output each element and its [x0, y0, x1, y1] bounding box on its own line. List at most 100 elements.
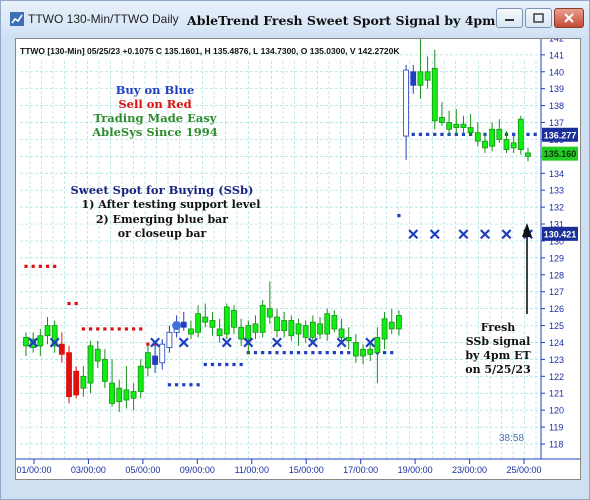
buy-stop-dot — [533, 132, 537, 136]
candle-body — [417, 71, 424, 86]
candle-body — [302, 325, 309, 338]
candle-body — [503, 139, 510, 150]
ssb-x-mark — [178, 337, 189, 348]
candle-body — [517, 118, 524, 150]
candle-body — [410, 71, 417, 86]
maximize-button[interactable] — [525, 8, 552, 28]
y-tick-label: 118 — [549, 440, 563, 450]
maximize-icon — [533, 13, 544, 23]
candle-body — [51, 325, 58, 347]
legend-sell-on-red: Sell on Red — [118, 97, 191, 111]
candle-body — [66, 352, 72, 398]
buy-stop-dot — [382, 351, 387, 355]
y-tick-label: 132 — [549, 203, 564, 213]
legend-buy-on-blue: Buy on Blue — [116, 83, 195, 97]
buy-stop-dot — [289, 351, 293, 355]
candle-body — [209, 320, 216, 328]
candle-body — [331, 315, 338, 330]
candle-body — [460, 123, 467, 128]
candle-body — [94, 348, 101, 362]
candle-body — [367, 348, 374, 355]
buy-stop-dot — [318, 351, 322, 355]
y-tick-label: 138 — [549, 101, 564, 111]
candle-body — [424, 71, 431, 81]
buy-stop-dot — [339, 351, 344, 355]
candle-body — [195, 313, 202, 333]
y-tick-label: 129 — [549, 253, 564, 263]
candlestick-chart[interactable]: 1181191201211221231241251261271281291301… — [16, 39, 580, 479]
candle-body — [496, 128, 503, 140]
x-tick-label: 05/00:00 — [125, 465, 160, 475]
y-tick-label: 123 — [549, 355, 564, 365]
legend-since: AbleSys Since 1994 — [91, 125, 217, 139]
candle-body — [87, 345, 94, 384]
y-tick-label: 141 — [549, 50, 564, 60]
buy-stop-dot — [311, 351, 315, 355]
candle-body — [525, 152, 531, 157]
y-tick-label: 125 — [549, 321, 564, 331]
candle-body — [345, 337, 352, 342]
candle-body — [109, 382, 115, 404]
candle-body — [381, 318, 388, 340]
buy-stop-dot — [512, 132, 516, 136]
ssb-x-mark — [501, 229, 512, 240]
candle-body — [374, 337, 381, 354]
x-tick-label: 19/00:00 — [398, 465, 433, 475]
sell-stop-dot — [117, 327, 121, 331]
sell-stop-dot — [24, 264, 28, 268]
candle-body — [80, 375, 87, 389]
candle-body — [439, 117, 445, 123]
ssb-x-mark — [307, 337, 318, 348]
candle-body — [231, 309, 237, 328]
ssb-x-mark — [28, 337, 39, 348]
ssb-x-mark — [272, 337, 282, 348]
plot-area[interactable]: 118 119 120 121 122 123 124 125 126 127 128 129 130 1… — [15, 38, 581, 480]
buy-stop-dot — [167, 383, 172, 387]
candle-body — [403, 69, 409, 137]
candle-body — [73, 370, 80, 396]
minimize-button[interactable] — [496, 8, 523, 28]
sell-stop-dot — [131, 327, 136, 331]
candle-body — [44, 325, 51, 337]
candle-body — [202, 316, 209, 323]
price-label: 136.277 — [544, 130, 577, 140]
buy-stop-dot — [325, 351, 329, 355]
price-label-box — [542, 127, 578, 142]
buy-stop-dot — [232, 362, 236, 367]
sell-stop-dot — [139, 327, 143, 331]
buy-stop-dot — [296, 351, 301, 355]
candle-body — [145, 352, 151, 369]
buy-stop-dot — [411, 132, 415, 136]
candle-body — [123, 389, 130, 401]
candle-body — [295, 323, 302, 335]
sell-stop-dot — [31, 264, 35, 268]
candle-body — [467, 127, 474, 134]
y-tick-label: 131 — [549, 220, 564, 230]
buy-stop-dot — [332, 351, 336, 355]
y-tick-label: 127 — [549, 287, 564, 297]
close-icon — [564, 13, 574, 23]
candle-body — [474, 132, 481, 142]
candle-body — [188, 328, 194, 335]
buy-stop-dot — [253, 351, 258, 355]
y-tick-label: 133 — [549, 186, 564, 196]
ssb-x-mark — [429, 229, 440, 240]
candle-body — [510, 142, 517, 149]
sell-stop-dot — [38, 264, 42, 268]
sell-stop-dot — [88, 327, 93, 331]
candle-body — [101, 358, 108, 382]
candle-body — [266, 308, 273, 318]
close-button[interactable] — [554, 8, 584, 28]
price-label-box — [542, 146, 578, 161]
annotation-line-4: on 5/25/23 — [465, 363, 530, 376]
candle-body — [338, 328, 345, 338]
countdown-timer: 38:58 — [499, 433, 524, 444]
candle-body — [216, 328, 223, 337]
buy-stop-dot — [390, 351, 394, 355]
chart-app-icon — [10, 12, 24, 26]
candle-body — [259, 304, 266, 333]
ssb-item-2: 2) Emerging blue bar — [96, 213, 228, 226]
y-tick-label: 119 — [549, 423, 563, 433]
title-bar[interactable]: TTWO 130-Min/TTWO Daily AbleTrend Fresh … — [1, 1, 589, 35]
candle-body — [23, 337, 29, 347]
